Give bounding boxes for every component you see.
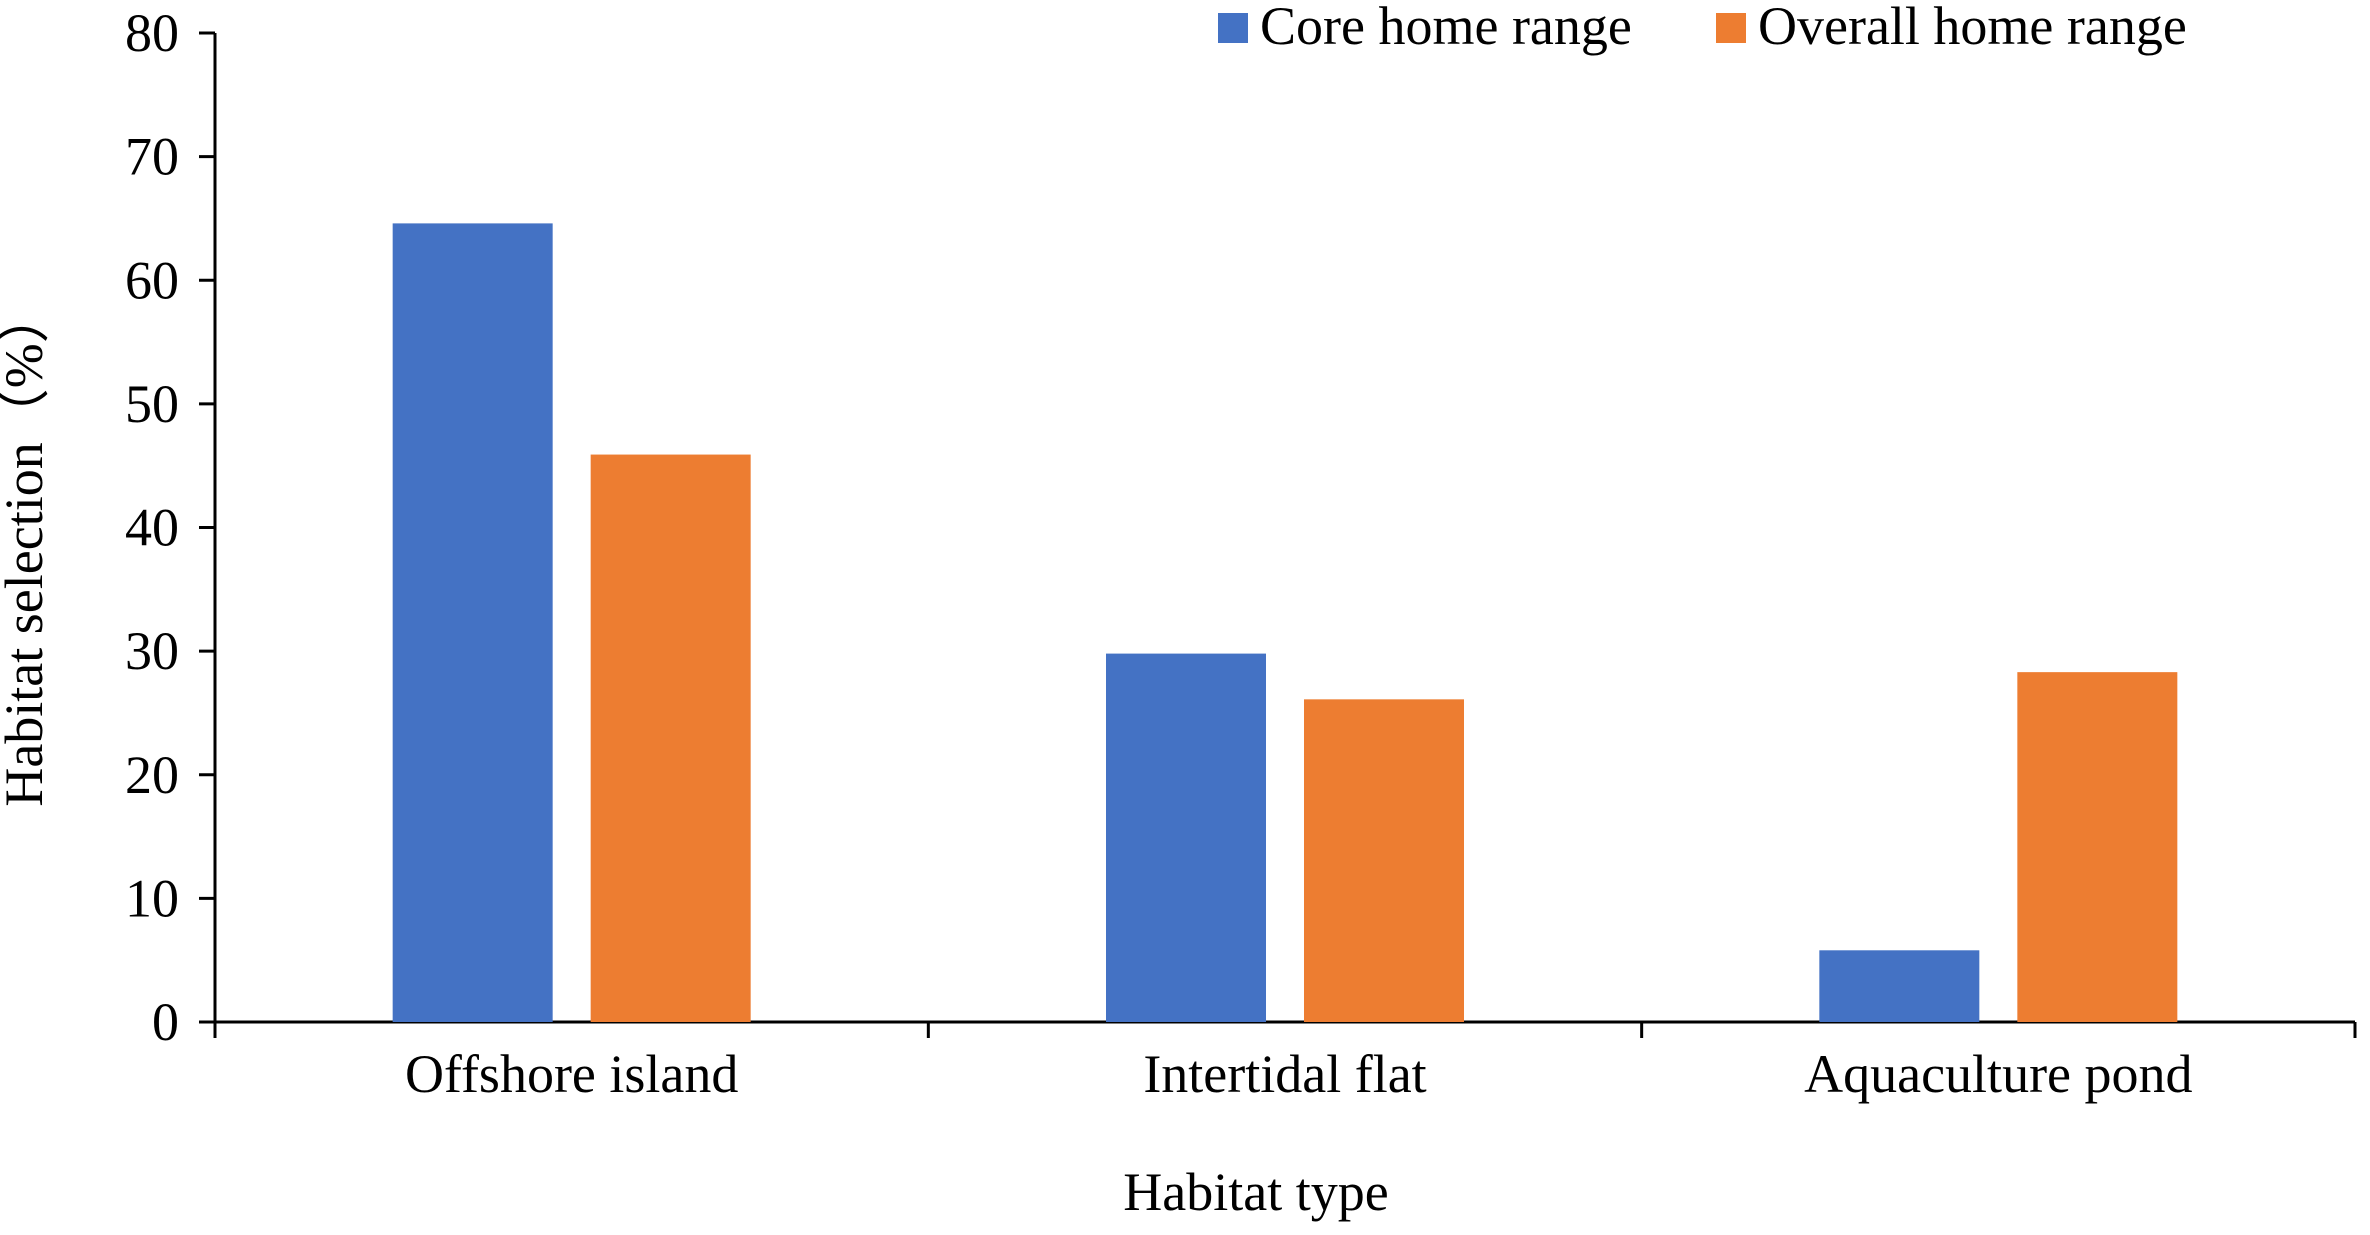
- bar: [1304, 699, 1464, 1022]
- legend-label: Core home range: [1260, 0, 1632, 56]
- bar: [2017, 672, 2178, 1022]
- legend-item: Core home range: [1218, 0, 1632, 56]
- y-tick-label: 60: [125, 250, 179, 310]
- bar: [590, 454, 751, 1022]
- y-tick-label: 10: [125, 868, 179, 928]
- y-tick-label: 0: [152, 992, 179, 1052]
- y-tick-label: 40: [125, 498, 179, 558]
- legend-swatch: [1716, 13, 1746, 43]
- legend: Core home range Overall home range: [1218, 0, 2187, 56]
- x-tick-label: Aquaculture pond: [1804, 1044, 2192, 1104]
- y-axis-title: Habitat selection（%）: [0, 289, 54, 806]
- y-tick-label: 20: [125, 745, 179, 805]
- y-tick-label: 50: [125, 374, 179, 434]
- legend-label: Overall home range: [1758, 0, 2187, 56]
- y-axis: 0 10 20 30 40 50 60 70 80: [125, 3, 217, 1052]
- x-axis-title: Habitat type: [1123, 1162, 1388, 1222]
- bars: [392, 223, 2178, 1022]
- legend-item: Overall home range: [1716, 0, 2187, 56]
- x-tick-label: Intertidal flat: [1143, 1044, 1426, 1104]
- y-tick-label: 80: [125, 3, 179, 63]
- y-tick-label: 70: [125, 127, 179, 187]
- bar: [1819, 950, 1980, 1022]
- x-tick-label: Offshore island: [405, 1044, 738, 1104]
- bar: [1106, 653, 1266, 1022]
- legend-swatch: [1218, 13, 1248, 43]
- y-tick-label: 30: [125, 621, 179, 681]
- x-axis: Offshore island Intertidal flat Aquacultur…: [213, 1020, 2357, 1104]
- bar: [392, 223, 553, 1022]
